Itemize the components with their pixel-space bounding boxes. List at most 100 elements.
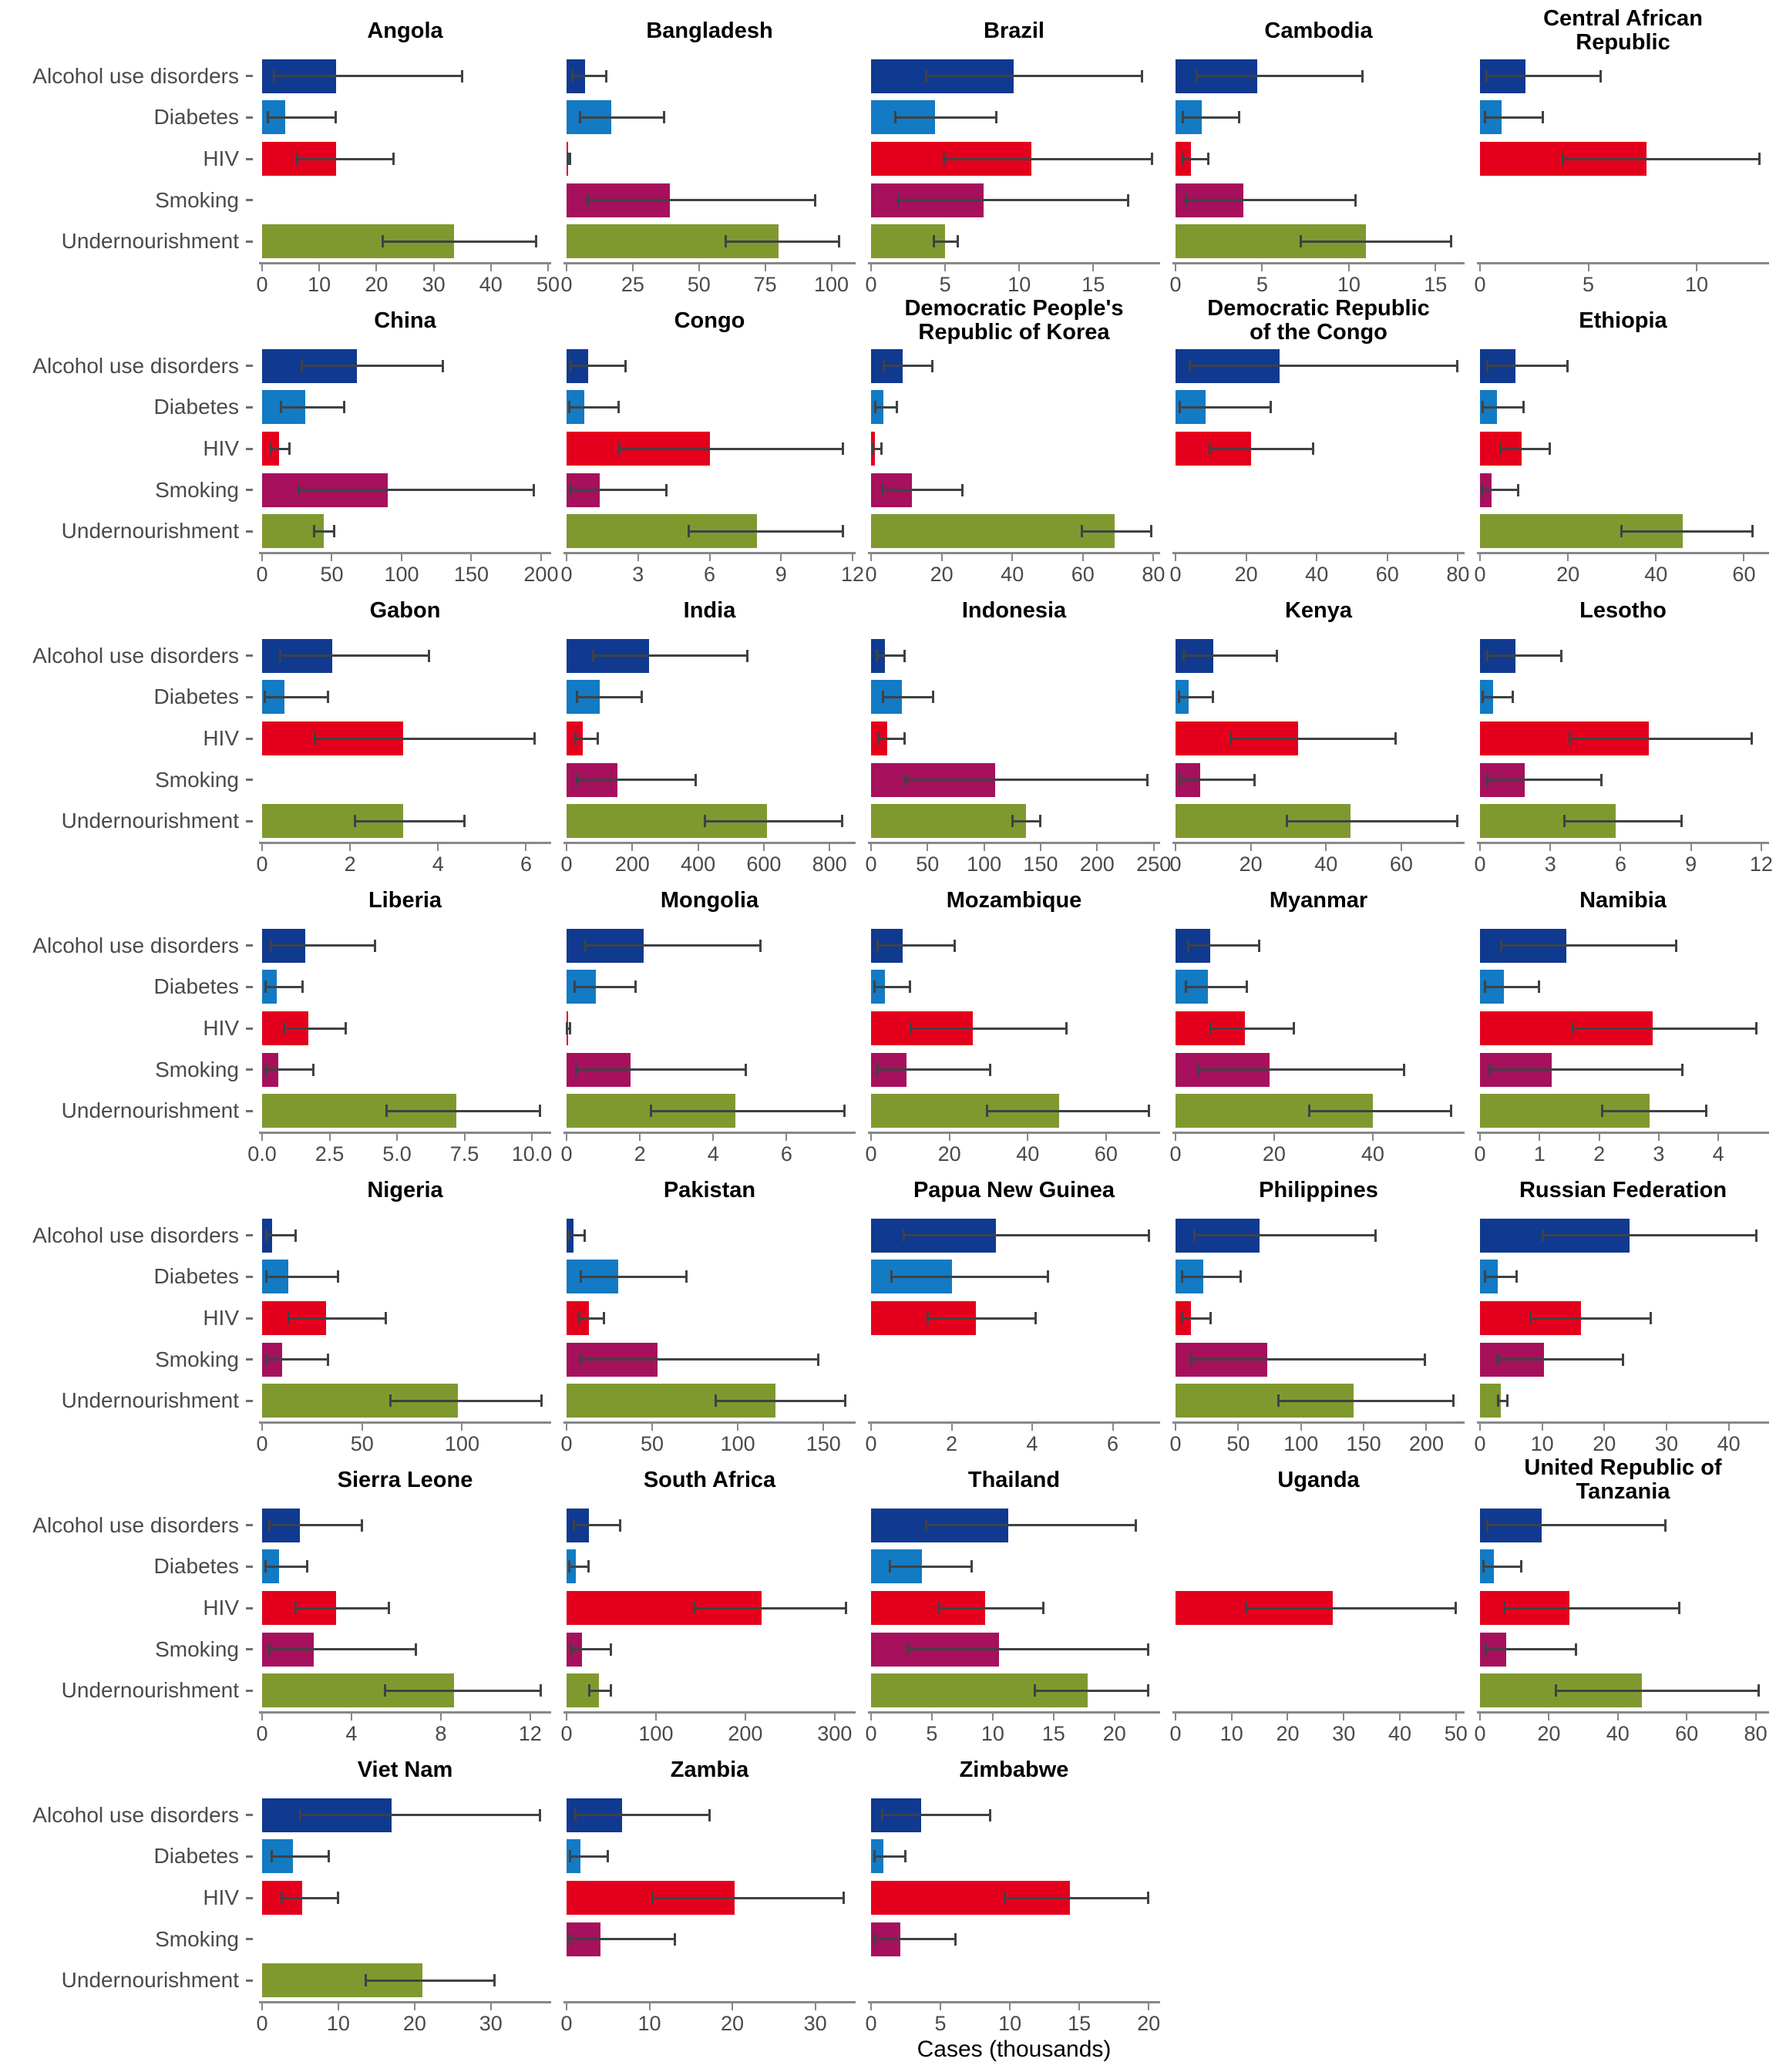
error-bar-line xyxy=(584,944,762,947)
category-label-undernourishment: Undernourishment xyxy=(61,809,239,833)
x-axis-tick xyxy=(944,264,947,271)
error-bar-cap-high xyxy=(954,939,957,952)
x-axis-tick xyxy=(1027,1134,1029,1141)
x-axis-tick xyxy=(744,1714,746,1720)
error-bar-cap-low xyxy=(1483,111,1486,124)
error-bar-cap-low xyxy=(279,401,282,414)
x-axis-tick xyxy=(1717,1134,1720,1141)
category-label-alcohol-use-disorders: Alcohol use disorders xyxy=(32,1512,239,1537)
x-axis-tick-label: 40 xyxy=(1644,563,1668,586)
error-bar-line xyxy=(571,75,607,78)
plot-area xyxy=(1480,345,1766,552)
x-axis-tick-label: 0 xyxy=(865,2012,877,2035)
bar-undernourishment xyxy=(871,514,1115,549)
error-bar-cap-low xyxy=(943,153,946,165)
panel-title: Zambia xyxy=(670,1757,749,1782)
x-axis-tick-label: 30 xyxy=(1654,1432,1678,1455)
panel-title: Namibia xyxy=(1579,887,1667,913)
x-axis-tick xyxy=(1727,1424,1730,1431)
error-bar-cap-high xyxy=(673,1932,676,1946)
x-axis-tick xyxy=(870,1134,872,1141)
error-bar-cap-low xyxy=(1177,691,1180,704)
error-bar-cap-high xyxy=(361,1519,364,1532)
x-axis-tick xyxy=(983,844,985,851)
x-axis-line xyxy=(563,2001,856,2003)
x-axis-tick-label: 0 xyxy=(560,2012,573,2035)
x-axis-tick-label: 40 xyxy=(1388,1722,1411,1745)
category-label-hiv: HIV xyxy=(203,726,239,750)
error-bar-line xyxy=(876,1068,991,1071)
x-axis-tick xyxy=(396,1134,398,1141)
x-axis-tick xyxy=(1081,554,1084,561)
panel-title: Myanmar xyxy=(1269,887,1368,913)
error-bar-cap-high xyxy=(896,401,899,414)
error-bar-cap-high xyxy=(1541,111,1544,124)
error-bar-line xyxy=(873,1938,956,1941)
x-axis-tick-label: 40 xyxy=(1001,563,1024,586)
plot-area xyxy=(567,345,853,552)
error-bar-line xyxy=(574,985,637,988)
x-axis-tick xyxy=(1261,264,1263,271)
x-axis-tick xyxy=(948,1134,950,1141)
error-bar-cap-high xyxy=(1034,1312,1038,1324)
error-bar-line xyxy=(881,489,964,492)
error-bar-cap-low xyxy=(1178,401,1181,414)
x-axis-tick xyxy=(547,264,549,271)
error-bar-cap-high xyxy=(392,153,395,165)
x-axis-tick xyxy=(870,1424,872,1431)
error-bar-cap-high xyxy=(1754,1229,1758,1242)
x-axis-tick xyxy=(1175,1134,1176,1141)
error-bar-cap-low xyxy=(1307,1105,1310,1118)
error-bar-cap-high xyxy=(1135,1519,1138,1532)
category-label-smoking: Smoking xyxy=(155,1926,239,1951)
error-bar-line xyxy=(279,654,429,658)
x-axis-tick-label: 300 xyxy=(817,1722,853,1745)
error-bar-cap-high xyxy=(931,691,934,704)
x-axis-tick xyxy=(1113,1714,1115,1720)
error-bar-cap-low xyxy=(314,732,317,745)
error-bar-cap-high xyxy=(759,939,762,952)
error-bar-cap-high xyxy=(904,1850,907,1863)
error-bar-cap-low xyxy=(587,1684,590,1697)
x-axis-tick-label: 2 xyxy=(634,1142,646,1166)
x-axis-tick xyxy=(697,844,699,851)
category-tick xyxy=(246,405,253,409)
x-axis-line xyxy=(563,552,856,554)
x-axis-line xyxy=(1172,1421,1465,1424)
plot-area xyxy=(871,925,1157,1132)
x-axis-line xyxy=(868,2001,1160,2003)
error-bar-line xyxy=(1186,199,1356,202)
category-tick xyxy=(246,654,253,658)
category-tick xyxy=(246,1068,253,1071)
x-axis-tick xyxy=(1250,844,1252,851)
error-bar-cap-low xyxy=(1182,649,1185,662)
error-bar-line xyxy=(891,1275,1048,1278)
error-bar-line xyxy=(882,695,933,698)
x-axis-tick-label: 20 xyxy=(1276,1722,1300,1745)
x-axis-tick xyxy=(1009,2003,1011,2010)
x-axis-tick xyxy=(1479,1714,1481,1720)
x-axis-tick xyxy=(1435,264,1437,271)
error-bar-line xyxy=(1178,695,1213,698)
x-axis-tick-label: 150 xyxy=(806,1432,841,1455)
error-bar-cap-high xyxy=(1146,1684,1149,1697)
error-bar-cap-high xyxy=(1354,193,1357,207)
panel-title: Uganda xyxy=(1277,1467,1360,1492)
plot-area xyxy=(871,635,1157,842)
error-bar-cap-high xyxy=(1755,1022,1758,1034)
error-bar-cap-high xyxy=(664,483,668,496)
error-bar-cap-high xyxy=(602,1312,605,1324)
x-axis-tick xyxy=(1398,1714,1401,1720)
x-axis-tick-label: 60 xyxy=(1389,853,1413,876)
x-axis-tick-label: 0 xyxy=(560,1432,573,1455)
error-bar-cap-high xyxy=(1511,691,1514,704)
x-axis-tick xyxy=(400,554,402,561)
x-axis-tick-label: 0 xyxy=(256,563,268,586)
error-bar-cap-high xyxy=(596,732,599,745)
error-bar-cap-low xyxy=(1484,1643,1487,1656)
error-bar-line xyxy=(879,737,905,740)
x-axis-tick-label: 10 xyxy=(998,2012,1022,2035)
plot-area xyxy=(871,1215,1157,1421)
x-axis-tick-label: 4 xyxy=(1712,1142,1724,1166)
x-axis-tick-label: 0 xyxy=(256,273,268,296)
